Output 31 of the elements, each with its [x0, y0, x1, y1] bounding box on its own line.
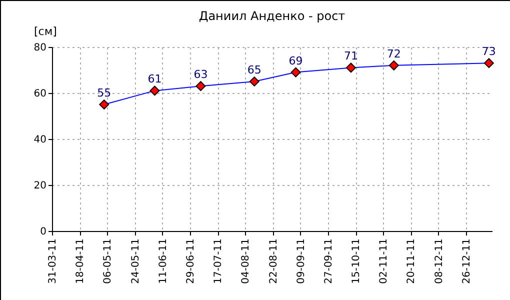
data-label: 69 — [288, 54, 303, 68]
y-tick-label: 20 — [34, 180, 46, 192]
x-tick-label: 15-10-11 — [351, 238, 362, 284]
x-tick-label: 04-08-11 — [240, 238, 252, 284]
y-tick-label: 0 — [40, 226, 46, 238]
y-tick-label: 40 — [34, 134, 46, 146]
x-tick-label: 22-08-11 — [268, 238, 280, 284]
x-tick-label: 24-05-11 — [130, 238, 142, 284]
y-tick-label: 60 — [34, 88, 46, 100]
data-label: 72 — [386, 47, 401, 60]
data-label: 63 — [194, 68, 208, 82]
x-tick-label: 26-12-11 — [461, 238, 472, 284]
x-tick-label: 17-07-11 — [213, 238, 224, 284]
x-tick-label: 18-04-11 — [75, 238, 86, 284]
x-tick-label: 08-12-11 — [434, 238, 445, 284]
data-label: 55 — [97, 86, 112, 100]
x-tick-label: 09-09-11 — [296, 238, 307, 284]
x-tick-label: 20-11-11 — [406, 238, 418, 284]
x-tick-label: 31-03-11 — [48, 238, 58, 284]
data-label: 65 — [247, 64, 262, 76]
data-label: 61 — [148, 72, 162, 86]
x-tick-label: 02-11-11 — [378, 238, 390, 284]
x-tick-label: 29-06-11 — [185, 238, 196, 284]
data-label: 73 — [482, 45, 496, 58]
y-axis-title: [см] — [34, 25, 57, 38]
x-tick-label: 06-05-11 — [102, 238, 114, 284]
y-tick-label: 80 — [34, 42, 46, 54]
chart-title: Даниил Анденко - рост — [198, 9, 346, 23]
data-label: 71 — [344, 50, 358, 63]
x-tick-label: 27-09-11 — [323, 238, 334, 284]
x-tick-label: 11-06-11 — [158, 238, 169, 284]
